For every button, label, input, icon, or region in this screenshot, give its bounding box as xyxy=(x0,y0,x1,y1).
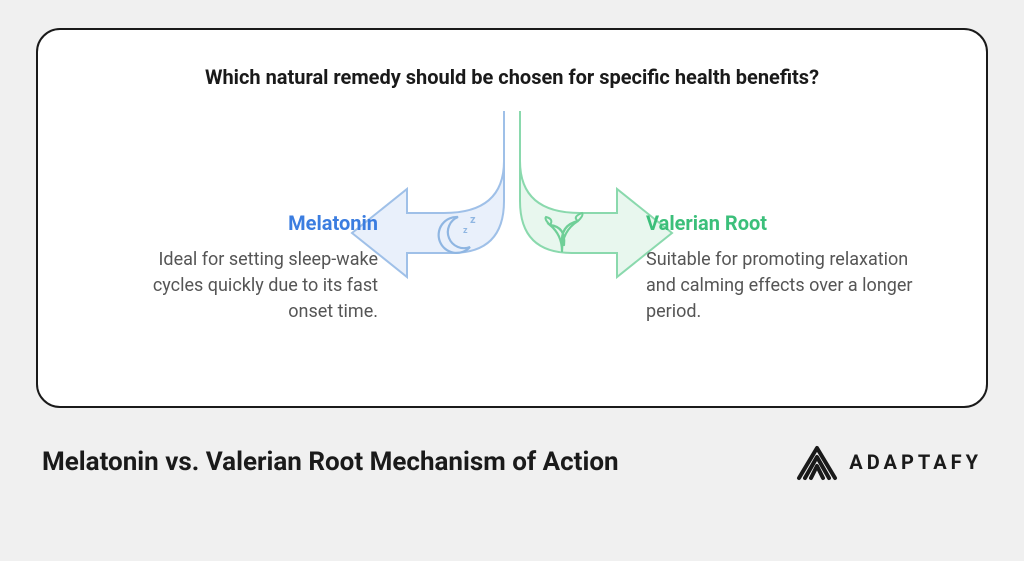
left-desc: Ideal for setting sleep-wake cycles quic… xyxy=(108,247,378,325)
question-text: Which natural remedy should be chosen fo… xyxy=(98,64,926,91)
brand: ADAPTAFY xyxy=(795,442,982,482)
diagram-area: z z Melatonin Ideal for setting sleep-wa… xyxy=(98,101,926,371)
brand-logo-icon xyxy=(795,442,839,482)
footer-title: Melatonin vs. Valerian Root Mechanism of… xyxy=(42,447,619,477)
right-desc: Suitable for promoting relaxation and ca… xyxy=(646,247,916,325)
svg-text:z: z xyxy=(463,226,468,236)
right-branch: Valerian Root Suitable for promoting rel… xyxy=(646,211,916,325)
footer: Melatonin vs. Valerian Root Mechanism of… xyxy=(36,442,988,482)
brand-name: ADAPTAFY xyxy=(849,450,982,474)
split-arrows: z z xyxy=(332,101,692,331)
info-card: Which natural remedy should be chosen fo… xyxy=(36,28,988,408)
left-label: Melatonin xyxy=(108,211,378,235)
left-branch: Melatonin Ideal for setting sleep-wake c… xyxy=(108,211,378,325)
svg-text:z: z xyxy=(470,213,476,226)
right-label: Valerian Root xyxy=(646,211,916,235)
